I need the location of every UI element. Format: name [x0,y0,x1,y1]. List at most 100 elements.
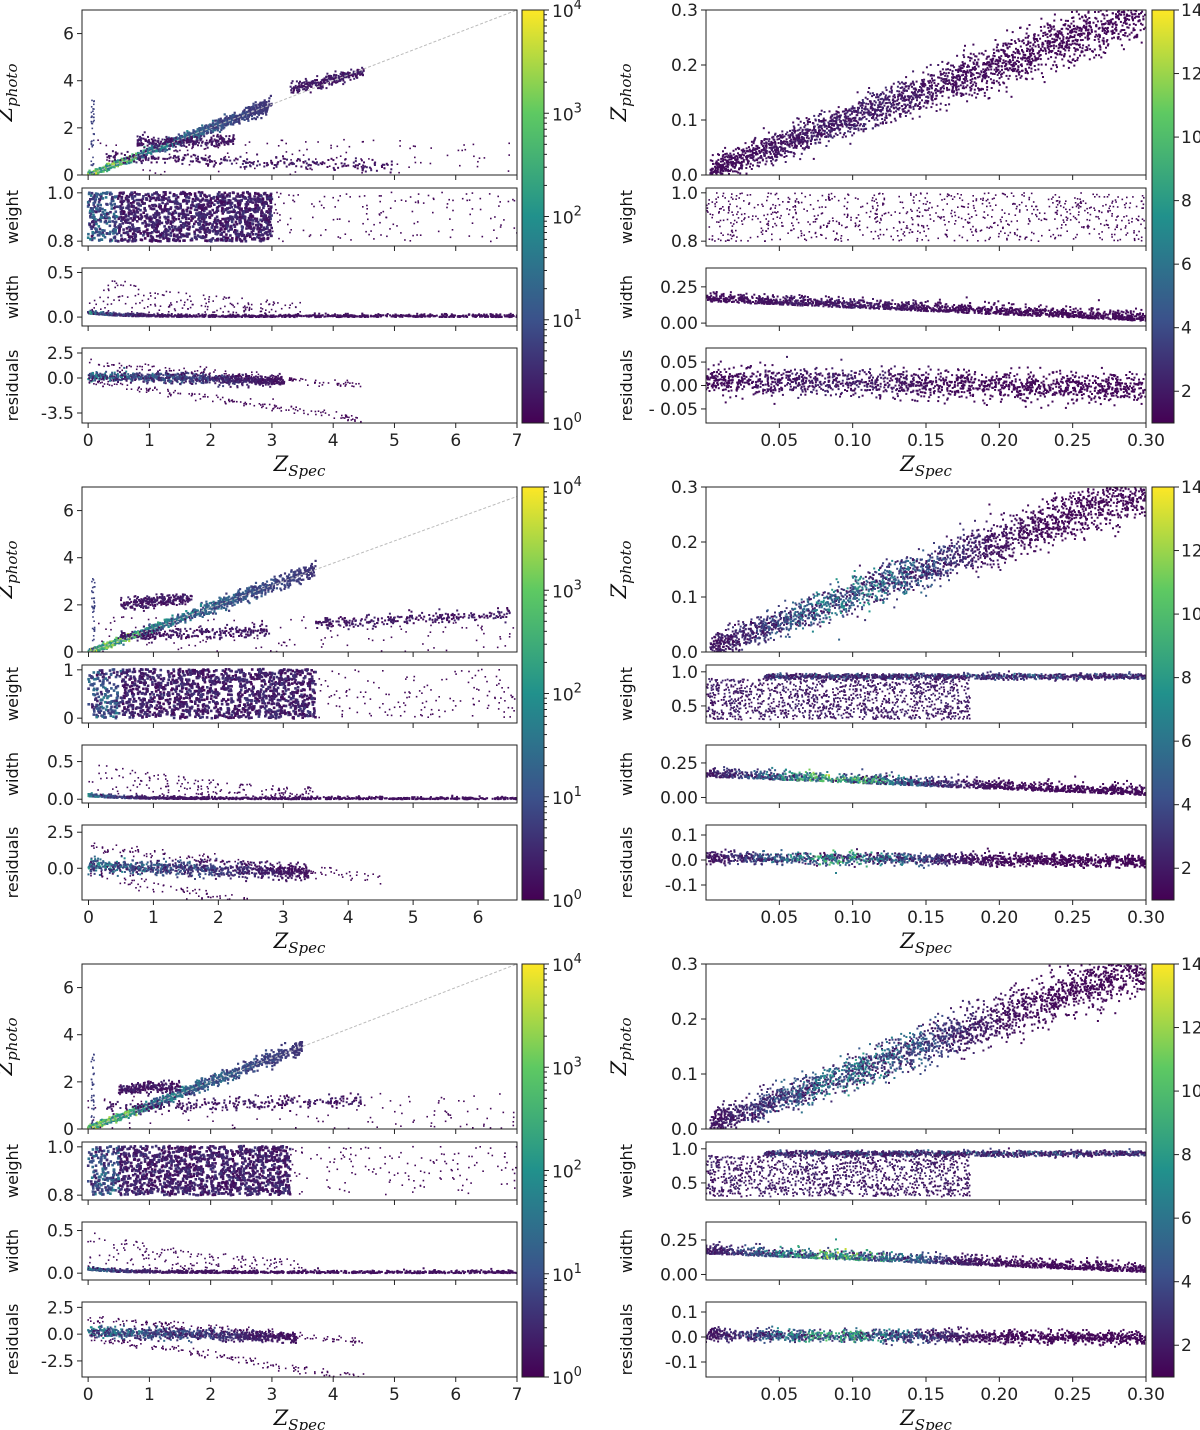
data-point [181,162,184,165]
data-point [183,224,187,227]
data-point [219,315,222,318]
data-point [119,225,123,228]
data-point [174,314,177,317]
data-point [91,209,94,212]
data-point [248,113,252,116]
data-point [93,195,96,198]
data-point [217,118,220,121]
data-point [232,223,236,227]
data-point [339,78,342,81]
data-point [146,234,150,238]
data-point [163,142,166,145]
data-point [193,315,196,318]
data-point [186,140,189,143]
data-point [465,315,468,318]
data-point [329,315,332,317]
data-point [232,313,234,316]
data-point [201,216,205,219]
data-point [342,164,345,167]
data-point [197,218,200,221]
data-point [108,232,112,236]
data-point [173,209,177,213]
data-point [459,315,462,318]
data-point [439,315,442,318]
data-point [237,315,239,318]
data-point [299,160,301,162]
data-point [260,214,263,218]
data-point [114,286,116,289]
data-point [122,162,125,164]
data-point [129,209,132,213]
data-point [143,230,147,233]
data-point [201,124,204,127]
data-point [189,192,193,196]
data-point [129,221,132,225]
data-point [164,217,168,220]
data-point [217,139,220,142]
data-point [110,207,114,210]
data-point [253,209,256,213]
data-point [169,231,173,235]
data-point [496,237,498,239]
data-point [98,239,101,242]
data-point [440,313,443,316]
data-point [366,208,368,210]
data-point [260,209,263,212]
data-point [171,200,174,204]
data-point [500,224,502,226]
data-point [495,313,498,316]
data-point [278,237,280,240]
data-point [258,315,261,318]
data-point [89,215,92,218]
data-point [115,195,119,198]
data-point [91,233,95,236]
data-point [139,144,142,147]
data-point [471,208,474,210]
data-point [333,74,336,77]
data-point [378,195,381,197]
data-point [99,142,102,145]
data-point [188,141,191,144]
data-point [109,202,112,205]
data-point [324,78,327,81]
data-point [167,225,171,229]
data-point [334,206,336,208]
data-point [268,311,271,313]
data-point [213,219,217,222]
data-point [192,135,195,138]
data-point [185,209,189,213]
data-point [240,239,244,243]
data-point [148,151,151,154]
data-point [177,155,180,158]
data-point [275,315,278,318]
data-point [206,308,209,311]
data-point [235,162,238,165]
data-point [324,315,327,318]
data-point [188,315,191,318]
data-point [223,191,227,195]
data-point [277,221,279,223]
data-point [163,146,166,150]
data-point [336,316,339,318]
data-point [256,116,259,119]
data-point [100,192,103,196]
data-point [262,226,266,229]
data-point [196,139,199,142]
data-point [116,152,119,155]
data-point [394,313,397,316]
data-point [464,148,467,151]
data-point [251,222,254,225]
data-point [332,159,335,162]
data-point [90,173,94,175]
data-point [195,228,198,232]
data-point [92,197,95,200]
data-point [154,172,157,174]
data-point [339,155,342,157]
data-point [200,205,204,208]
data-point [203,209,206,212]
data-point [216,309,218,312]
data-point [290,161,293,164]
data-point [207,201,211,205]
data-point [348,145,351,148]
data-point [304,83,307,86]
